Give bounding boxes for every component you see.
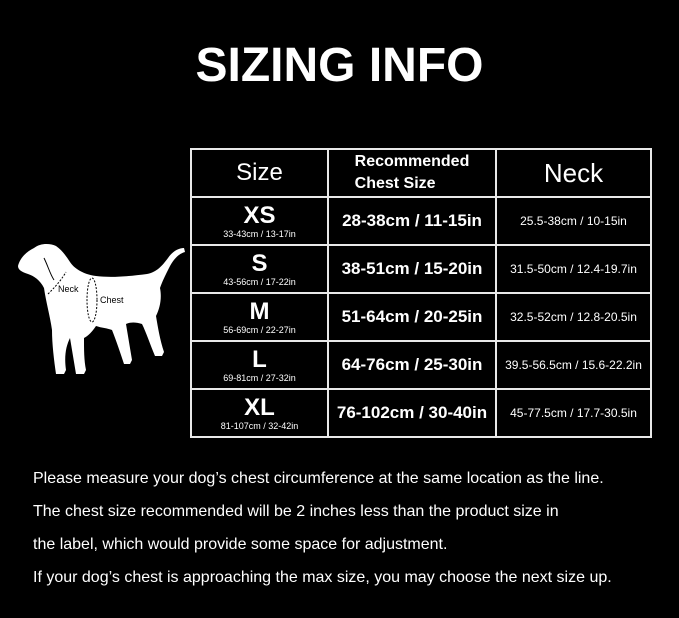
header-chest: Recommended Chest Size	[355, 151, 470, 195]
note-line: The chest size recommended will be 2 inc…	[33, 503, 559, 520]
chest-value: 38-51cm / 15-20in	[341, 259, 483, 278]
table-row: L 69-81cm / 27-32in 64-76cm / 25-30in 39.…	[190, 340, 652, 390]
chest-measure-line	[86, 277, 98, 323]
dog-diagram: Neck Chest	[18, 243, 185, 374]
table-row: XS 33-43cm / 13-17in 28-38cm / 11-15in 25…	[190, 196, 652, 246]
product-size: 69-81cm / 27-32in	[223, 372, 296, 383]
header-size: Size	[236, 159, 283, 186]
table-row: M 56-69cm / 22-27in 51-64cm / 20-25in 32.…	[190, 292, 652, 342]
size-cell: M 56-69cm / 22-27in	[190, 292, 329, 342]
neck-cell: 32.5-52cm / 12.8-20.5in	[495, 292, 652, 342]
neck-cell: 45-77.5cm / 17.7-30.5in	[495, 388, 652, 438]
size-cell: XL 81-107cm / 32-42in	[190, 388, 329, 438]
header-neck: Neck	[543, 157, 604, 188]
chest-label: Chest	[100, 295, 124, 305]
chest-cell: 51-64cm / 20-25in	[327, 292, 497, 342]
size-label: L	[252, 345, 267, 373]
neck-value: 25.5-38cm / 10-15in	[520, 214, 627, 228]
neck-value: 45-77.5cm / 17.7-30.5in	[510, 406, 637, 420]
size-cell: S 43-56cm / 17-22in	[190, 244, 329, 294]
neck-cell: 25.5-38cm / 10-15in	[495, 196, 652, 246]
neck-label: Neck	[58, 284, 79, 294]
size-label: XL	[244, 393, 275, 421]
header-chest-line2: Chest Size	[354, 175, 436, 192]
sizing-table: Size Recommended Chest Size Neck XS 33-43c…	[190, 148, 652, 438]
header-chest-line1: Recommended	[354, 153, 470, 170]
size-label: XS	[243, 201, 276, 229]
measurement-notes: Please measure your dog’s chest circumfe…	[33, 468, 612, 600]
neck-value: 32.5-52cm / 12.8-20.5in	[510, 310, 637, 324]
product-size: 81-107cm / 32-42in	[220, 420, 299, 431]
size-label: S	[251, 249, 268, 277]
neck-cell: 39.5-56.5cm / 15.6-22.2in	[495, 340, 652, 390]
neck-value: 31.5-50cm / 12.4-19.7in	[510, 262, 637, 276]
table-row: XL 81-107cm / 32-42in 76-102cm / 30-40in …	[190, 388, 652, 438]
neck-cell: 31.5-50cm / 12.4-19.7in	[495, 244, 652, 294]
chest-cell: 76-102cm / 30-40in	[327, 388, 497, 438]
page-title: SIZING INFO	[195, 39, 484, 92]
table-header-row: Size Recommended Chest Size Neck	[190, 148, 652, 198]
product-size: 43-56cm / 17-22in	[223, 276, 296, 287]
note-line: Please measure your dog’s chest circumfe…	[33, 470, 604, 487]
chest-cell: 38-51cm / 15-20in	[327, 244, 497, 294]
neck-measure-line	[47, 271, 67, 295]
neck-value: 39.5-56.5cm / 15.6-22.2in	[505, 358, 642, 372]
note-line: the label, which would provide some spac…	[33, 536, 448, 553]
ear-line	[43, 257, 55, 281]
chest-value: 76-102cm / 30-40in	[336, 403, 488, 422]
chest-cell: 64-76cm / 25-30in	[327, 340, 497, 390]
size-label: M	[249, 297, 270, 325]
chest-value: 28-38cm / 11-15in	[342, 211, 482, 230]
size-cell: L 69-81cm / 27-32in	[190, 340, 329, 390]
chest-cell: 28-38cm / 11-15in	[327, 196, 497, 246]
size-cell: XS 33-43cm / 13-17in	[190, 196, 329, 246]
table-row: S 43-56cm / 17-22in 38-51cm / 15-20in 31.…	[190, 244, 652, 294]
chest-value: 51-64cm / 20-25in	[341, 307, 483, 326]
dog-silhouette	[18, 243, 185, 374]
product-size: 33-43cm / 13-17in	[223, 228, 296, 239]
chest-value: 64-76cm / 25-30in	[341, 355, 483, 374]
product-size: 56-69cm / 22-27in	[223, 324, 296, 335]
note-line: If your dog’s chest is approaching the m…	[33, 569, 612, 586]
